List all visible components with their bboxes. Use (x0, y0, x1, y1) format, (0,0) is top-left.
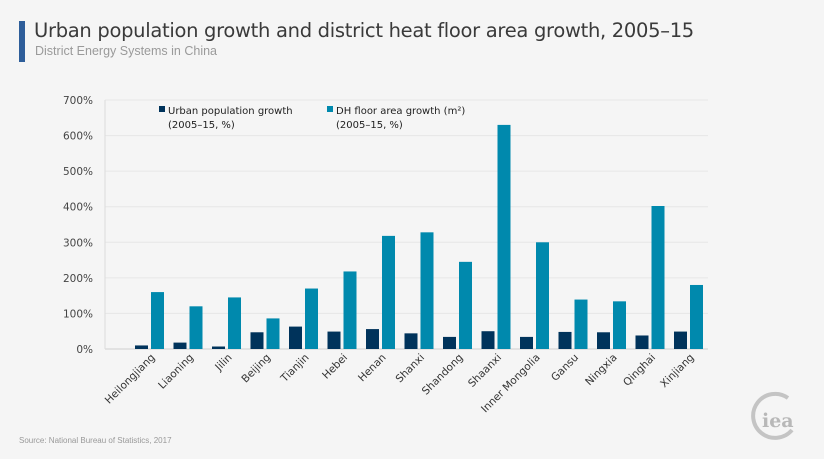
x-tick-label: Henan (356, 352, 389, 385)
x-tick-label: Jilin (212, 352, 234, 374)
legend-label-dh-line1: DH floor area growth (m²) (336, 106, 465, 117)
bar-urban-qinghai (635, 335, 649, 349)
bar-dh-jilin (228, 297, 241, 349)
bar-dh-gansu (574, 299, 588, 349)
bar-urban-shaanxi (481, 331, 495, 349)
y-tick-label: 100% (63, 308, 93, 320)
bar-dh-tianjin (305, 288, 318, 349)
bar-dh-xinjiang (690, 284, 703, 349)
y-tick-label: 400% (63, 202, 93, 214)
y-tick-label: 200% (63, 273, 93, 285)
y-tick-label: 600% (63, 131, 93, 143)
x-tick-label: Beijing (239, 352, 273, 386)
y-tick-label: 300% (63, 237, 93, 249)
bar-urban-beijing (250, 332, 264, 349)
bar-urban-liaoning (173, 342, 187, 349)
x-tick-label: Heilongjiang (103, 352, 158, 407)
bar-dh-liaoning (189, 306, 203, 349)
bar-urban-shandong (443, 336, 456, 349)
bar-dh-henan (382, 235, 395, 349)
legend-item-dh: DH floor area growth (m²) (2005–15, %) (327, 106, 465, 131)
bar-dh-shaanxi (497, 124, 511, 350)
bar-urban-henan (366, 329, 379, 349)
x-tick-label: Tianjin (278, 352, 312, 386)
y-tick-label: 700% (63, 95, 93, 107)
x-tick-label: Shaanxi (466, 352, 504, 390)
iea-logo-icon: iea (751, 391, 794, 440)
source-note: Source: National Bureau of Statistics, 2… (19, 436, 172, 445)
legend-label-urban-line2: (2005–15, %) (168, 120, 235, 131)
x-tick-label: Xinjiang (658, 352, 696, 390)
legend-item-urban: Urban population growth (2005–15, %) (159, 106, 293, 131)
bar-dh-heilongjiang (151, 292, 164, 349)
bar-urban-inner-mongolia (520, 336, 533, 349)
x-tick-label: Shanxi (394, 352, 428, 386)
bar-dh-ningxia (613, 301, 626, 349)
bar-urban-ningxia (597, 332, 610, 349)
bar-urban-heilongjiang (135, 345, 148, 349)
bar-dh-inner-mongolia (536, 242, 549, 349)
legend-swatch-urban (159, 106, 165, 112)
bar-dh-beijing (266, 318, 280, 349)
legend-label-dh-line2: (2005–15, %) (336, 120, 403, 131)
y-tick-label: 500% (63, 166, 93, 178)
bar-urban-tianjin (289, 326, 302, 349)
x-tick-label: Qinghai (621, 352, 658, 389)
bar-urban-hebei (327, 331, 341, 349)
chart-subtitle: District Energy Systems in China (35, 44, 218, 58)
bar-dh-hebei (343, 271, 357, 349)
x-tick-label: Gansu (549, 352, 581, 384)
bar-urban-gansu (558, 331, 572, 349)
y-axis-ticks: 0% 100% 200% 300% 400% 500% 600% 700% (63, 95, 93, 356)
bar-dh-qinghai (651, 206, 665, 349)
bar-urban-xinjiang (674, 331, 687, 349)
title-accent-bar (19, 21, 25, 62)
legend-label-urban-line1: Urban population growth (168, 106, 293, 117)
bar-dh-shanxi (420, 232, 434, 349)
iea-logo-text: iea (762, 410, 794, 432)
legend-swatch-dh (327, 106, 333, 112)
y-tick-label: 0% (76, 344, 93, 356)
bars (135, 124, 703, 350)
chart-title: Urban population growth and district hea… (34, 19, 694, 42)
x-tick-label: Shandong (420, 352, 466, 398)
bar-urban-jilin (212, 346, 225, 349)
bar-dh-shandong (459, 261, 472, 349)
x-tick-label: Hebei (320, 352, 350, 382)
legend: Urban population growth (2005–15, %) DH … (159, 106, 465, 131)
x-tick-label: Ningxia (583, 352, 620, 389)
x-tick-label: Liaoning (156, 352, 196, 392)
bar-urban-shanxi (404, 333, 418, 349)
